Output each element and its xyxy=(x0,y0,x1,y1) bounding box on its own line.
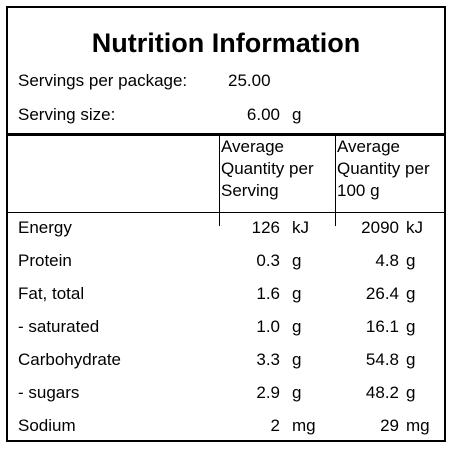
serving-size-unit: g xyxy=(292,105,302,124)
nutrient-name: Energy xyxy=(18,218,72,237)
per100-unit: g xyxy=(406,350,416,369)
serving-value: 2.9 xyxy=(256,383,280,402)
serving-size-label: Serving size: xyxy=(18,105,116,124)
header-line: Quantity per xyxy=(221,159,314,178)
per100-value: 2090 xyxy=(361,218,399,237)
header-divider xyxy=(8,133,444,136)
table-divider xyxy=(8,212,444,213)
servings-value: 25.00 xyxy=(228,71,271,90)
serving-value: 1.6 xyxy=(256,284,280,303)
per100-unit: kJ xyxy=(406,218,423,237)
serving-unit: g xyxy=(292,350,302,369)
serving-unit: g xyxy=(292,317,302,336)
panel-title: Nutrition Information xyxy=(91,28,361,58)
per100-value: 4.8 xyxy=(375,251,399,270)
serving-unit: g xyxy=(292,383,302,402)
serving-unit: kJ xyxy=(292,218,309,237)
column-divider-serving xyxy=(219,136,220,226)
header-line: Average xyxy=(337,137,401,156)
per100-value: 26.4 xyxy=(365,284,399,303)
serving-value: 0.3 xyxy=(256,251,280,270)
nutrient-name: Protein xyxy=(18,251,72,270)
nutrient-name: - saturated xyxy=(18,317,100,336)
per100-value: 54.8 xyxy=(365,350,399,369)
header-line: Serving xyxy=(221,181,279,200)
column-divider-100g xyxy=(335,136,336,226)
serving-unit: g xyxy=(292,251,302,270)
per100-value: 16.1 xyxy=(365,317,399,336)
nutrient-name: Fat, total xyxy=(18,284,85,303)
serving-value: 3.3 xyxy=(256,350,280,369)
per100-unit: g xyxy=(406,317,416,336)
serving-unit: mg xyxy=(292,416,316,435)
per100-unit: g xyxy=(406,284,416,303)
header-line: Quantity per xyxy=(337,159,430,178)
serving-unit: g xyxy=(292,284,302,303)
header-line: 100 g xyxy=(337,181,380,200)
per100-unit: g xyxy=(406,251,416,270)
nutrition-panel: Nutrition Information Servings per packa… xyxy=(6,6,446,442)
nutrient-name: - sugars xyxy=(18,383,80,402)
serving-value: 126 xyxy=(251,218,280,237)
serving-value: 1.0 xyxy=(256,317,280,336)
nutrient-name: Carbohydrate xyxy=(18,350,122,369)
per100-value: 29 xyxy=(380,416,399,435)
per100-value: 48.2 xyxy=(365,383,399,402)
per100-unit: g xyxy=(406,383,416,402)
serving-value: 2 xyxy=(270,416,280,435)
header-line: Average xyxy=(221,137,285,156)
servings-label: Servings per package: xyxy=(18,71,188,90)
nutrient-name: Sodium xyxy=(18,416,76,435)
per100-unit: mg xyxy=(406,416,430,435)
serving-size-value: 6.00 xyxy=(246,105,280,124)
